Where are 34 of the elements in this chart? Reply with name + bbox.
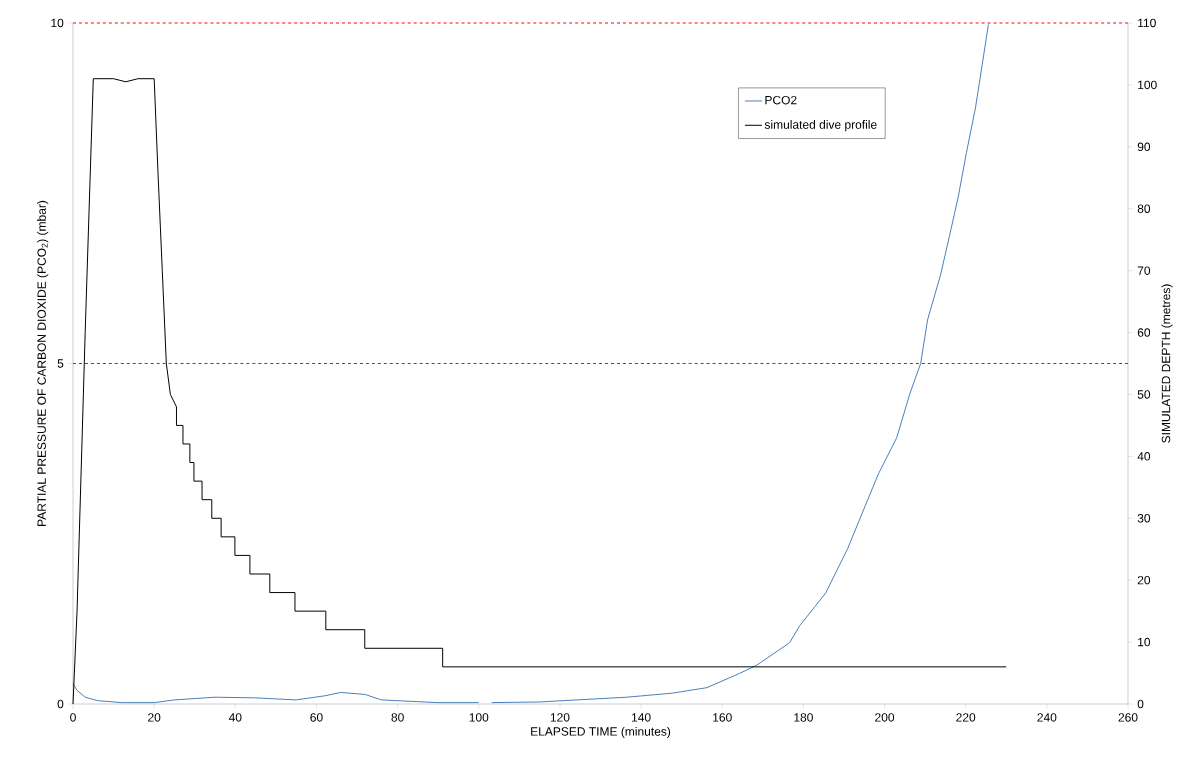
y-axis-title: PARTIAL PRESSURE OF CARBON DIOXIDE (PCO$_{2}$) (mbar) (37, 200, 49, 526)
y-tick-label: 5 (57, 359, 64, 368)
y-tick-label: 10 (51, 18, 64, 28)
x-tick-label: 140 (631, 713, 651, 722)
x-tick-label: 100 (469, 713, 489, 722)
x-tick-label: 20 (148, 713, 161, 722)
x-tick-label: 220 (956, 713, 976, 722)
x-tick-label: 40 (228, 713, 242, 722)
y2-tick-label: 40 (1137, 452, 1151, 461)
y2-tick-label: 60 (1137, 328, 1151, 337)
y2-tick-label: 90 (1137, 142, 1151, 152)
y2-tick-label: 80 (1137, 204, 1151, 213)
y2-tick-label: 10 (1138, 637, 1151, 647)
x-tick-label: 60 (310, 713, 323, 722)
x-tick-label: 80 (391, 713, 404, 722)
x-tick-label: 240 (1037, 713, 1057, 722)
x-tick-label: 180 (794, 713, 813, 722)
y2-tick-label: 70 (1137, 266, 1151, 275)
y-tick-label: 0 (57, 699, 64, 709)
y2-tick-label: 50 (1137, 390, 1151, 399)
y2-tick-label: 30 (1137, 514, 1151, 523)
legend-label: PCO2 (765, 95, 797, 105)
legend-label: simulated dive profile (764, 120, 877, 132)
x-tick-label: 160 (713, 713, 732, 722)
x-tick-label: 0 (70, 713, 76, 722)
y2-tick-label: 0 (1137, 699, 1144, 709)
x-tick-label: 200 (875, 713, 895, 722)
y2-axis-title: SIMULATED DEPTH (metres) (1161, 284, 1173, 443)
x-axis-title: ELAPSED TIME (minutes) (531, 726, 671, 739)
x-tick-label: 120 (550, 713, 570, 722)
y2-tick-label: 110 (1138, 18, 1156, 28)
y2-tick-label: 100 (1138, 80, 1157, 90)
y2-tick-label: 20 (1137, 575, 1151, 585)
x-tick-label: 260 (1118, 713, 1138, 722)
